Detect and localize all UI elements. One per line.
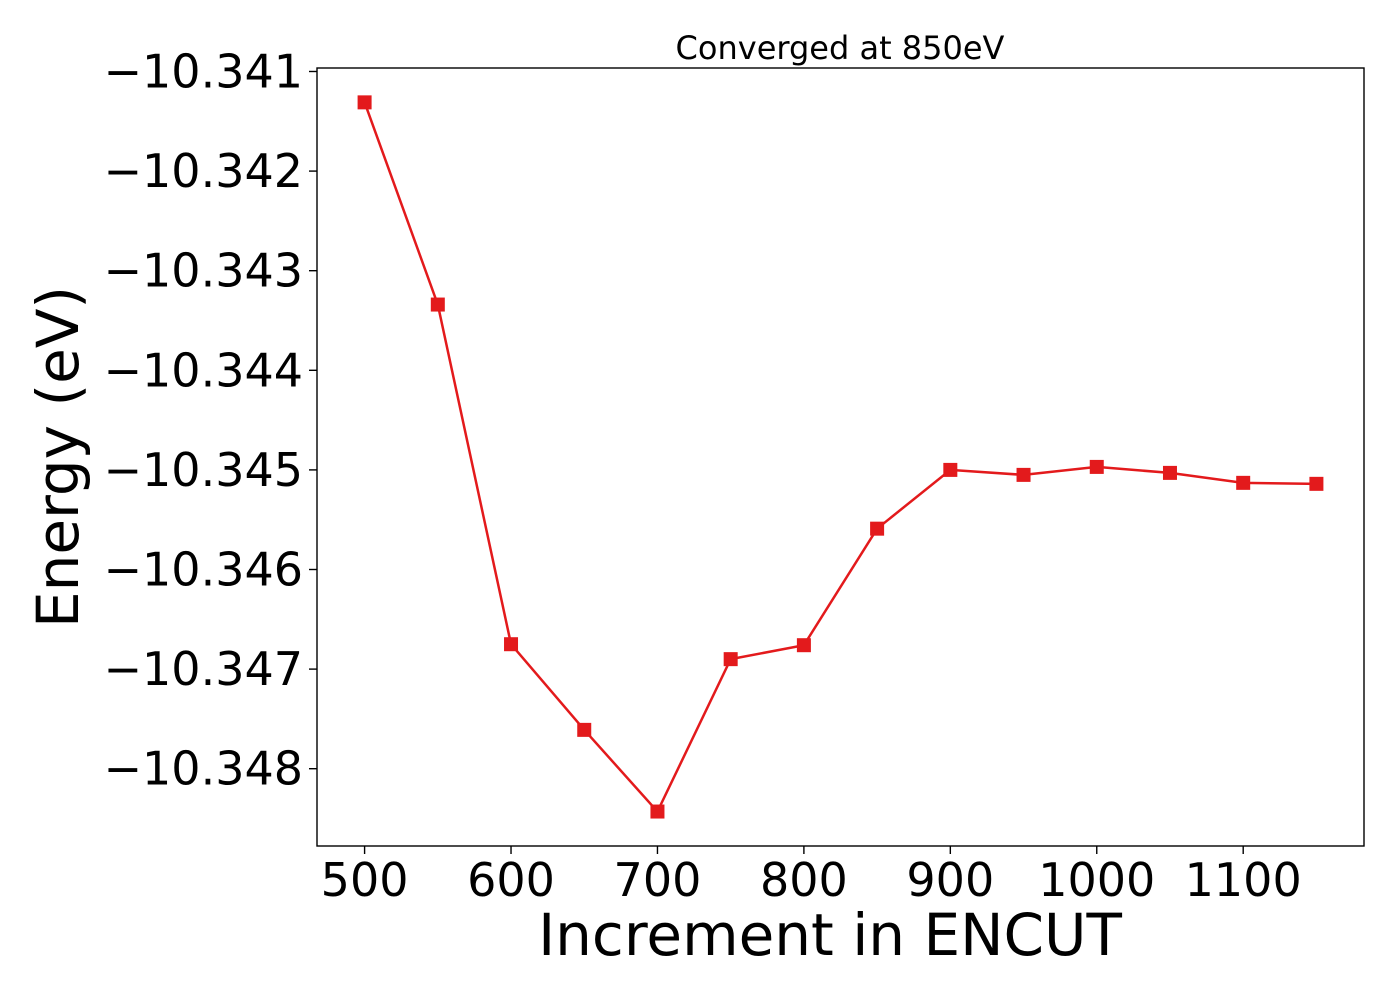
data-point-marker [650, 804, 665, 819]
data-point-marker [870, 521, 885, 536]
series-energy [357, 95, 1324, 819]
data-point-marker [723, 652, 738, 667]
data-point-marker [1162, 465, 1177, 480]
data-point-marker [1236, 475, 1251, 490]
x-tick-label: 600 [467, 853, 555, 907]
x-axis-label: Increment in ENCUT [538, 901, 1122, 969]
data-point-marker [1016, 467, 1031, 482]
data-point-marker [943, 462, 958, 477]
x-tick-label: 500 [321, 853, 409, 907]
data-point-marker [504, 637, 519, 652]
x-tick-label: 1000 [1038, 853, 1155, 907]
y-tick-label: −10.347 [104, 642, 304, 696]
x-tick-label: 1100 [1185, 853, 1302, 907]
y-tick-label: −10.348 [104, 742, 304, 796]
series-line [363, 101, 1317, 814]
y-axis-label: Energy (eV) [24, 286, 92, 628]
data-point-marker [1089, 459, 1104, 474]
x-axis-ticks: 500 600 700 800 900 1000 1100 [321, 846, 1302, 907]
y-tick-label: −10.343 [104, 244, 304, 298]
data-point-marker [430, 297, 445, 312]
x-tick-label: 700 [614, 853, 702, 907]
chart-title: Converged at 850eV [676, 29, 1005, 67]
data-point-marker [577, 722, 592, 737]
plot-area-frame [316, 67, 1365, 847]
y-tick-label: −10.345 [104, 443, 304, 497]
y-tick-label: −10.341 [104, 44, 304, 98]
data-point-marker [1309, 476, 1324, 491]
data-point-marker [796, 638, 811, 653]
data-point-marker [357, 95, 372, 110]
x-tick-label: 900 [906, 853, 994, 907]
y-tick-label: −10.344 [104, 343, 304, 397]
y-tick-label: −10.346 [104, 543, 304, 597]
y-tick-label: −10.342 [104, 144, 304, 198]
x-tick-label: 800 [760, 853, 848, 907]
y-axis-ticks: −10.341 −10.342 −10.343 −10.344 −10.345 −10.3… [104, 44, 317, 796]
